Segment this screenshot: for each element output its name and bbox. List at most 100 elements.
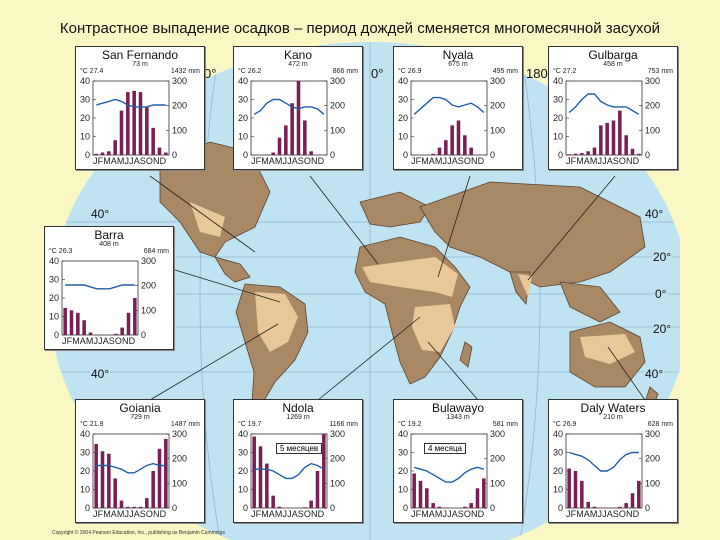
precip-bar	[94, 153, 98, 155]
annual-precipitation: 581 mm	[492, 421, 518, 428]
climate-plot: 0 10 20 30 40 0 100 200 300	[553, 429, 660, 513]
precip-bar	[119, 500, 124, 508]
annual-precipitation: 495 mm	[492, 68, 518, 75]
precip-bar	[573, 153, 578, 155]
annual-precipitation: 753 mm	[647, 68, 673, 75]
precip-bar	[277, 137, 282, 155]
temperature-line	[568, 93, 640, 115]
longitude-label-180: 180°	[526, 66, 553, 81]
precip-bar	[145, 106, 149, 155]
precip-bar	[611, 120, 616, 155]
precip-bar	[618, 506, 622, 508]
station-name: Daly Waters	[580, 401, 646, 415]
precip-tick-label: 300	[172, 76, 187, 86]
precip-tick-label: 300	[490, 429, 505, 439]
latitude-label-equator: 0°	[654, 287, 668, 301]
precip-tick-label: 300	[645, 76, 660, 86]
precip-tick-label: 100	[490, 125, 505, 135]
precip-bar	[132, 90, 136, 155]
precip-bar	[107, 453, 111, 508]
precip-bar	[132, 506, 136, 508]
latitude-label-20s: 20°	[652, 322, 673, 336]
precip-bar	[284, 125, 288, 155]
precip-bar	[119, 110, 124, 155]
precip-tick-label: 300	[141, 256, 156, 266]
month-axis-labels: JFMAMJJASOND	[93, 509, 167, 519]
temp-tick-label: 30	[238, 448, 248, 458]
savanna-zones	[190, 202, 635, 364]
latitude-label-40n-right: 40°	[644, 207, 665, 221]
plot-frame	[565, 80, 643, 156]
precip-bar	[277, 506, 282, 508]
temp-tick-label: 20	[553, 113, 563, 123]
temp-tick-label: 30	[398, 95, 408, 105]
precip-bar	[431, 153, 435, 155]
precip-tick-label: 200	[645, 454, 660, 464]
precip-bar	[145, 498, 149, 508]
precip-bar	[303, 507, 307, 508]
station-altitude: 1269 m	[286, 414, 310, 421]
precip-bar	[157, 448, 162, 508]
station-altitude: 729 m	[130, 414, 150, 421]
temp-tick-label: 10	[238, 485, 248, 495]
precip-bar	[630, 148, 635, 155]
precip-bar	[100, 152, 105, 155]
station-name: Barra	[94, 228, 124, 242]
precip-bar	[599, 125, 603, 155]
connector-lines	[149, 175, 646, 401]
temp-tick-label: 40	[238, 76, 248, 86]
annual-precipitation: 1166 mm	[329, 421, 358, 428]
temperature-line	[413, 96, 485, 115]
precip-bar	[271, 495, 275, 508]
temp-tick-label: 0	[85, 503, 90, 513]
precip-tick-label: 300	[172, 429, 187, 439]
precip-tick-label: 200	[490, 454, 505, 464]
precip-bar	[76, 312, 80, 335]
temperature-line	[413, 466, 485, 483]
precip-tick-label: 200	[645, 101, 660, 111]
precip-bar	[258, 446, 263, 508]
climate-chart-goiania: Goiania 729 m °C 21.9 1487 mm 0 10 20 30 40 0 100 2…	[75, 399, 205, 523]
temp-tick-label: 0	[403, 150, 408, 160]
precip-bar	[88, 332, 93, 335]
precip-bar	[475, 488, 480, 508]
landmasses	[159, 141, 659, 411]
precip-bar	[592, 506, 597, 508]
station-altitude: 458 m	[603, 61, 623, 68]
temp-tick-label: 0	[54, 330, 59, 340]
station-name: Ndola	[282, 401, 314, 415]
station-altitude: 1343 m	[446, 414, 470, 421]
temp-tick-label: 20	[80, 466, 90, 476]
temp-tick-label: 20	[398, 466, 408, 476]
annual-precipitation: 1487 mm	[170, 421, 200, 428]
precip-tick-label: 100	[645, 478, 660, 488]
precip-bar	[82, 320, 86, 335]
climate-chart-barra: Barra 408 m °C 26.3 684 mm 0 10 20 30 40 0 100 200 3…	[44, 226, 174, 350]
precip-bar	[605, 122, 609, 155]
precip-bar	[567, 468, 571, 508]
temp-tick-label: 20	[398, 113, 408, 123]
mean-temperature: °C 26.3	[49, 248, 73, 255]
precip-bar	[94, 443, 98, 508]
temp-tick-label: 40	[553, 429, 563, 439]
precip-bar	[107, 151, 111, 155]
temp-tick-label: 10	[553, 485, 563, 495]
asia	[419, 181, 646, 288]
temp-tick-label: 0	[558, 150, 563, 160]
mean-temperature: °C 26.9	[553, 421, 577, 428]
climate-plot: 0 10 20 30 40 0 100 200 300	[398, 429, 505, 513]
month-axis-labels: JFMAMJJASOND	[251, 509, 325, 519]
precip-bar	[271, 152, 275, 155]
precip-bar	[114, 333, 118, 335]
precip-bar	[138, 92, 143, 155]
plot-frame	[410, 80, 488, 156]
climate-plot: 0 10 20 30 40 0 100 200 300	[80, 76, 187, 160]
precip-bar	[437, 506, 442, 508]
precip-bar	[138, 506, 143, 508]
plot-frame	[61, 260, 139, 336]
plot-frame	[92, 80, 170, 156]
climate-chart-nyala: Nyala 675 m °C 26.9 495 mm 0 10 20 30 40 0 100 200 3…	[393, 46, 523, 170]
precip-tick-label: 100	[172, 478, 187, 488]
longitude-label-0: 0°	[371, 66, 384, 81]
precip-tick-label: 300	[645, 429, 660, 439]
